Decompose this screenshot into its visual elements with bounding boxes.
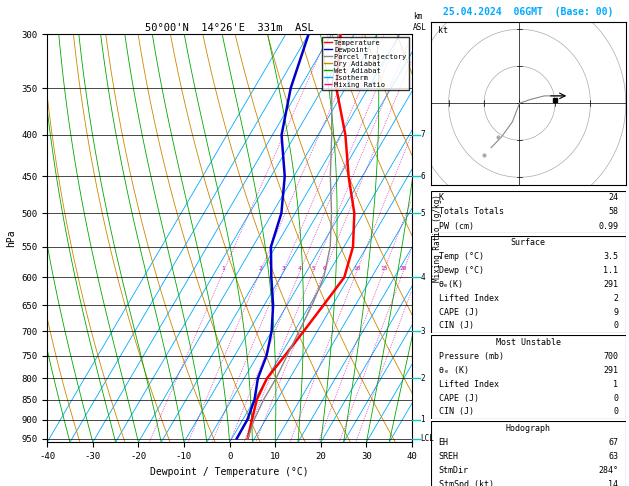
Text: 2: 2 — [420, 374, 425, 383]
Text: StmDir: StmDir — [438, 466, 469, 475]
Y-axis label: hPa: hPa — [6, 229, 16, 247]
Text: 3: 3 — [420, 327, 425, 336]
Text: CAPE (J): CAPE (J) — [438, 394, 479, 402]
Text: Surface: Surface — [511, 238, 546, 247]
Text: 284°: 284° — [598, 466, 618, 475]
Text: 3.5: 3.5 — [603, 252, 618, 261]
Text: Pressure (mb): Pressure (mb) — [438, 352, 504, 361]
Text: CIN (J): CIN (J) — [438, 321, 474, 330]
Text: 0.99: 0.99 — [598, 222, 618, 231]
Text: 291: 291 — [603, 365, 618, 375]
Text: LCL: LCL — [420, 434, 434, 443]
Text: kt: kt — [438, 26, 448, 35]
Text: θₑ (K): θₑ (K) — [438, 365, 469, 375]
Text: 291: 291 — [603, 280, 618, 289]
Text: 1: 1 — [420, 415, 425, 424]
Text: 24: 24 — [608, 193, 618, 202]
Text: 67: 67 — [608, 438, 618, 447]
Title: 50°00'N  14°26'E  331m  ASL: 50°00'N 14°26'E 331m ASL — [145, 23, 314, 33]
Text: 20: 20 — [399, 266, 407, 271]
Text: θₑ(K): θₑ(K) — [438, 280, 464, 289]
Text: Lifted Index: Lifted Index — [438, 380, 499, 389]
Text: km
ASL: km ASL — [413, 12, 427, 32]
Text: 700: 700 — [603, 352, 618, 361]
Text: CAPE (J): CAPE (J) — [438, 308, 479, 316]
Text: 9: 9 — [613, 308, 618, 316]
Text: 6: 6 — [420, 172, 425, 181]
Text: PW (cm): PW (cm) — [438, 222, 474, 231]
Text: 15: 15 — [380, 266, 387, 271]
Text: 0: 0 — [613, 407, 618, 417]
Text: Dewp (°C): Dewp (°C) — [438, 266, 484, 275]
Text: 1: 1 — [221, 266, 225, 271]
X-axis label: Dewpoint / Temperature (°C): Dewpoint / Temperature (°C) — [150, 467, 309, 477]
Text: StmSpd (kt): StmSpd (kt) — [438, 480, 494, 486]
Text: 63: 63 — [608, 452, 618, 461]
Text: 14: 14 — [608, 480, 618, 486]
Text: 4: 4 — [298, 266, 302, 271]
Text: Temp (°C): Temp (°C) — [438, 252, 484, 261]
Text: 5: 5 — [420, 209, 425, 218]
Text: 7: 7 — [420, 130, 425, 139]
Text: 25.04.2024  06GMT  (Base: 00): 25.04.2024 06GMT (Base: 00) — [443, 7, 613, 17]
Text: 6: 6 — [323, 266, 326, 271]
Text: SREH: SREH — [438, 452, 459, 461]
Text: Mixing Ratio (g/kg): Mixing Ratio (g/kg) — [433, 194, 442, 282]
Text: 10: 10 — [353, 266, 360, 271]
Text: 2: 2 — [613, 294, 618, 303]
Text: 3: 3 — [281, 266, 285, 271]
Text: CIN (J): CIN (J) — [438, 407, 474, 417]
Text: Hodograph: Hodograph — [506, 424, 551, 433]
Text: 58: 58 — [608, 208, 618, 216]
Text: 0: 0 — [613, 321, 618, 330]
Legend: Temperature, Dewpoint, Parcel Trajectory, Dry Adiabat, Wet Adiabat, Isotherm, Mi: Temperature, Dewpoint, Parcel Trajectory… — [321, 37, 408, 90]
Text: 5: 5 — [311, 266, 315, 271]
Text: Most Unstable: Most Unstable — [496, 338, 561, 347]
Text: EH: EH — [438, 438, 448, 447]
Text: 4: 4 — [420, 273, 425, 282]
Text: 2: 2 — [259, 266, 262, 271]
Text: 1: 1 — [613, 380, 618, 389]
Text: 1.1: 1.1 — [603, 266, 618, 275]
Text: K: K — [438, 193, 443, 202]
Text: Totals Totals: Totals Totals — [438, 208, 504, 216]
Text: 0: 0 — [613, 394, 618, 402]
Text: Lifted Index: Lifted Index — [438, 294, 499, 303]
